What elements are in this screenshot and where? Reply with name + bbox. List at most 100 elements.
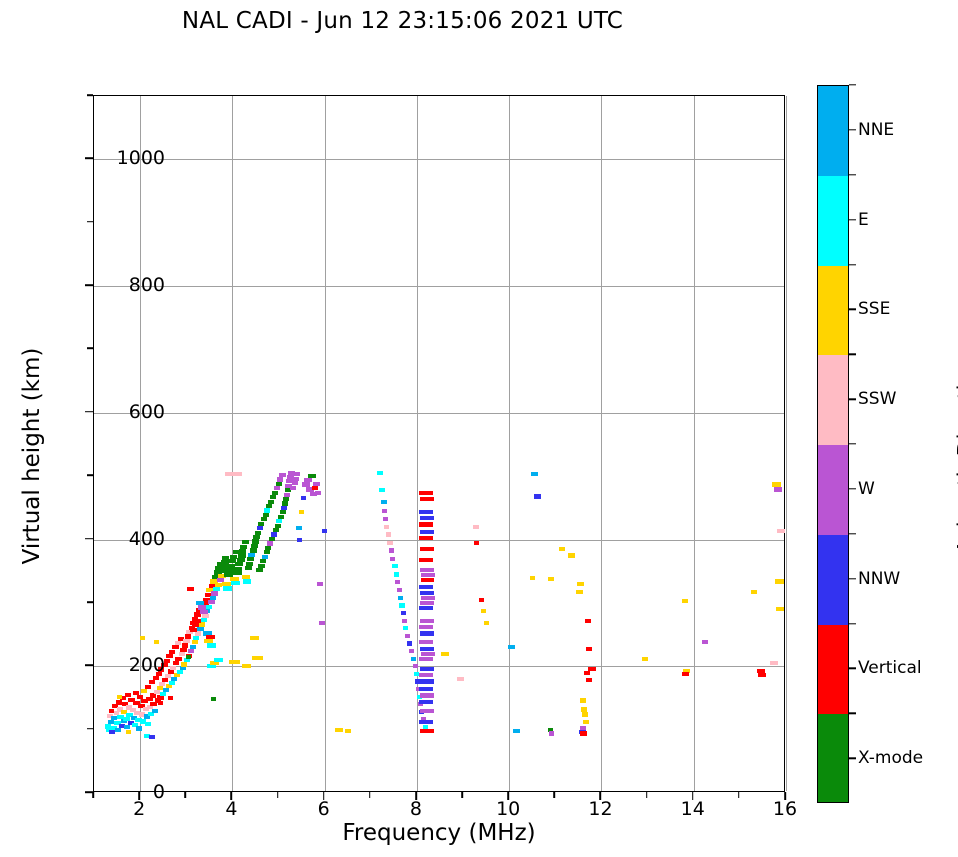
echo-mark [334,727,343,732]
echo-mark [419,491,434,496]
echo-mark [240,544,248,549]
echo-mark [144,721,151,727]
echo-mark [275,481,282,486]
echo-mark [241,664,251,669]
echo-mark [580,707,587,712]
echo-mark [583,670,590,675]
echo-mark [210,697,216,702]
echo-mark [387,540,394,545]
colorbar-label-ssw: SSW [858,389,897,410]
x-axis-label: Frequency (MHz) [342,820,536,846]
echo-mark [257,526,264,531]
echo-mark [235,562,244,567]
echo-mark [176,669,183,675]
x-tick-label: 6 [317,798,330,820]
echo-mark [385,532,391,537]
colorbar-boundary-mark [849,533,856,535]
echo-mark [155,671,162,677]
echo-mark [575,589,583,594]
echo-mark [213,586,221,592]
echo-mark [126,705,133,710]
grid-line-horizontal [94,159,784,161]
echo-mark [236,557,245,562]
echo-mark [117,714,125,720]
echo-mark [259,559,266,564]
echo-mark [174,673,181,678]
echo-mark [272,528,279,533]
echo-mark [113,721,121,726]
echo-mark [254,530,261,535]
echo-mark [777,529,786,534]
echo-mark [189,644,196,649]
echo-mark [383,524,389,530]
echo-mark [136,726,143,731]
echo-mark [265,545,272,550]
colorbar-boundary-mark [849,622,856,625]
echo-mark [193,635,200,640]
colorbar-label-x-mode: X-mode [858,748,924,769]
echo-mark [237,553,246,558]
y-tick-mark [85,411,93,413]
echo-mark [419,522,434,527]
echo-mark [154,698,161,703]
echo-mark [182,638,190,644]
echo-mark [577,581,585,587]
echo-mark [128,697,136,703]
colorbar-segment-e [818,175,848,266]
echo-mark [232,472,242,477]
echo-mark [302,482,311,487]
echo-mark [139,719,146,724]
x-tick-mark [230,792,233,800]
colorbar-segment-w [818,445,848,535]
echo-mark [420,717,426,722]
echo-mark [242,574,251,580]
echo-mark [310,491,318,497]
echo-mark [290,485,297,490]
echo-mark [417,694,423,699]
grid-line-vertical [324,96,326,791]
echo-mark [419,585,434,590]
y-tick-label: 200 [128,654,165,677]
echo-mark [173,661,180,666]
echo-mark [281,505,288,511]
colorbar-tick-mark [849,488,856,490]
x-tick-label: 12 [588,798,613,820]
echo-mark [203,638,213,644]
echo-mark [399,603,406,608]
colorbar-title: Azimuth Direction [954,356,958,555]
echo-mark [106,713,113,718]
echo-mark [291,481,298,486]
echo-mark [419,557,434,562]
echo-mark [750,589,757,594]
echo-mark [125,692,132,697]
echo-mark [479,597,485,602]
colorbar-label-vertical: Vertical [858,658,922,679]
y-axis-label: Virtual height (km) [19,347,45,565]
echo-mark [145,696,153,701]
echo-mark [150,701,158,706]
echo-mark [177,637,184,642]
echo-mark [167,695,173,701]
echo-mark [421,595,435,601]
echo-mark [200,618,207,623]
echo-mark [119,695,126,701]
echo-mark [287,471,295,476]
echo-mark [529,575,535,580]
echo-mark [210,661,220,666]
echo-mark [191,623,199,628]
echo-mark [207,600,215,605]
echo-mark [129,707,136,713]
grid-line-vertical [786,96,787,791]
echo-mark [419,605,434,611]
echo-mark [216,578,224,583]
echo-mark [205,635,215,640]
colorbar-tick-mark [849,218,856,221]
x-tick-mark [507,792,509,800]
echo-mark [220,564,229,569]
echo-mark [588,666,597,671]
echo-mark [187,649,194,654]
echo-mark [179,647,187,652]
echo-mark [243,579,252,584]
echo-mark [419,624,434,630]
echo-mark [167,669,174,674]
